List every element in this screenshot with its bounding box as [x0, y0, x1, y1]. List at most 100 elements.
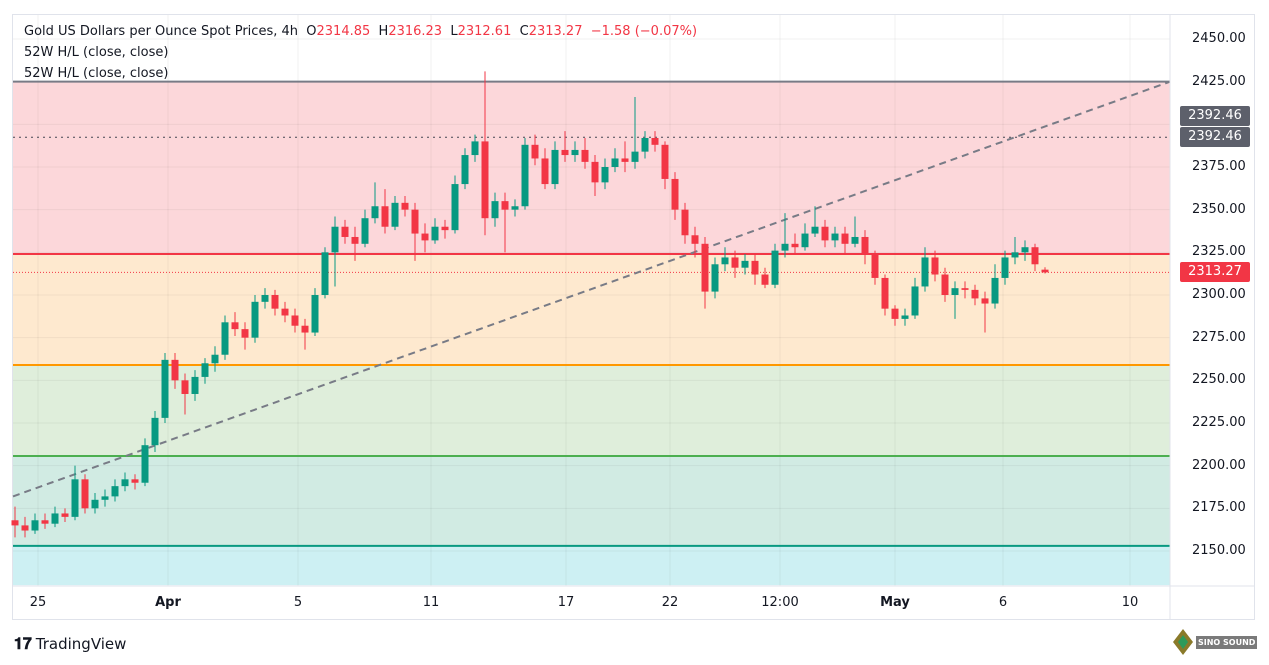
candle-body [501, 201, 509, 210]
candle-body [981, 298, 989, 304]
candle-body [111, 486, 119, 497]
candle-body [641, 137, 649, 152]
candle-body [281, 308, 289, 316]
time-tick-label: 11 [422, 595, 440, 610]
brand-name: TradingView [35, 635, 127, 653]
tradingview-logo[interactable]: 𝟏𝟕 TradingView [14, 634, 126, 654]
candle-body [861, 236, 869, 255]
symbol-legend: Gold US Dollars per Ounce Spot Prices, 4… [24, 24, 697, 39]
candle-body [841, 233, 849, 244]
price-tick-label: 2275.00 [1192, 329, 1246, 345]
indicator-legend-1[interactable]: 52W H/L (close, close) [24, 45, 169, 60]
candle-body [881, 277, 889, 309]
candle-body [1041, 269, 1049, 273]
price-tick-label: 2250.00 [1192, 372, 1246, 388]
low-label: L [450, 24, 458, 39]
time-tick-label: 25 [29, 595, 47, 610]
high-price-tag: 2392.46 [1180, 106, 1250, 126]
candle-body [671, 178, 679, 210]
candle-body [661, 144, 669, 179]
candle-body [41, 520, 49, 524]
price-tick-label: 2300.00 [1192, 287, 1246, 302]
trend-line [12, 80, 1171, 498]
candle-body [851, 236, 859, 244]
candle-body [71, 479, 79, 517]
open-value: 2314.85 [316, 24, 371, 39]
candle-body [801, 233, 809, 248]
candle-body [311, 295, 319, 333]
time-tick-label: 22 [661, 595, 679, 610]
change-value: −1.58 (−0.07%) [590, 24, 698, 39]
candle-body [121, 479, 129, 487]
symbol-title: Gold US Dollars per Ounce Spot Prices, 4… [24, 24, 298, 39]
candle-body [291, 315, 299, 326]
candle-body [931, 257, 939, 275]
candle-body [601, 167, 609, 183]
candle-body [1021, 247, 1029, 253]
candle-body [191, 376, 199, 394]
candle-body [21, 525, 29, 531]
high-price-tag-2: 2392.46 [1180, 127, 1250, 147]
time-tick-label: 17 [557, 595, 575, 610]
candle-body [771, 250, 779, 285]
candle-body [321, 252, 329, 295]
candle-body [811, 226, 819, 234]
candle-body [921, 257, 929, 287]
candle-body [541, 158, 549, 185]
price-tick-label: 2350.00 [1192, 201, 1246, 217]
candle-body [81, 479, 89, 509]
candle-body [531, 144, 539, 159]
level-band [13, 455, 1170, 546]
tradingview-icon: 𝟏𝟕 [14, 634, 32, 653]
high-value: 2316.23 [388, 24, 443, 39]
candle-body [781, 243, 789, 251]
candle-body [621, 158, 629, 162]
candle-body [951, 288, 959, 295]
candle-body [581, 149, 589, 162]
candle-body [201, 363, 209, 377]
candle-body [261, 295, 269, 302]
candle-body [571, 149, 579, 156]
candle-body [761, 274, 769, 285]
candle-body [511, 206, 519, 210]
candle-body [831, 233, 839, 241]
time-tick-label: 12:00 [761, 595, 799, 610]
time-tick-label: 6 [998, 595, 1008, 610]
candle-body [681, 209, 689, 236]
candle-body [481, 141, 489, 219]
level-band [13, 254, 1170, 365]
candle-body [991, 277, 999, 304]
candle-body [611, 158, 619, 167]
candle-body [651, 137, 659, 145]
candle-body [171, 359, 179, 381]
candle-body [721, 257, 729, 265]
candle-body [461, 155, 469, 185]
candle-body [971, 289, 979, 299]
candle-body [181, 380, 189, 394]
indicator-legend-2[interactable]: 52W H/L (close, close) [24, 66, 169, 81]
candle-body [61, 513, 69, 517]
level-band [13, 545, 1170, 586]
candle-body [391, 202, 399, 227]
candle-body [241, 329, 249, 338]
candle-body [331, 226, 339, 253]
candle-body [441, 226, 449, 231]
candle-body [1031, 247, 1039, 265]
low-value: 2312.61 [457, 24, 512, 39]
price-tick-label: 2375.00 [1192, 159, 1246, 174]
level-band [13, 364, 1170, 456]
candle-body [251, 301, 259, 338]
candle-body [31, 520, 39, 531]
price-tick-label: 2200.00 [1192, 457, 1246, 473]
candle-body [871, 254, 879, 278]
candle-body [821, 226, 829, 241]
candle-body [141, 445, 149, 483]
candle-body [961, 288, 969, 290]
high-label: H [378, 24, 389, 39]
price-tick-label: 2175.00 [1192, 500, 1246, 516]
candle-body [891, 308, 899, 319]
candle-body [901, 315, 909, 319]
candle-body [211, 354, 219, 364]
open-label: O [306, 24, 317, 39]
